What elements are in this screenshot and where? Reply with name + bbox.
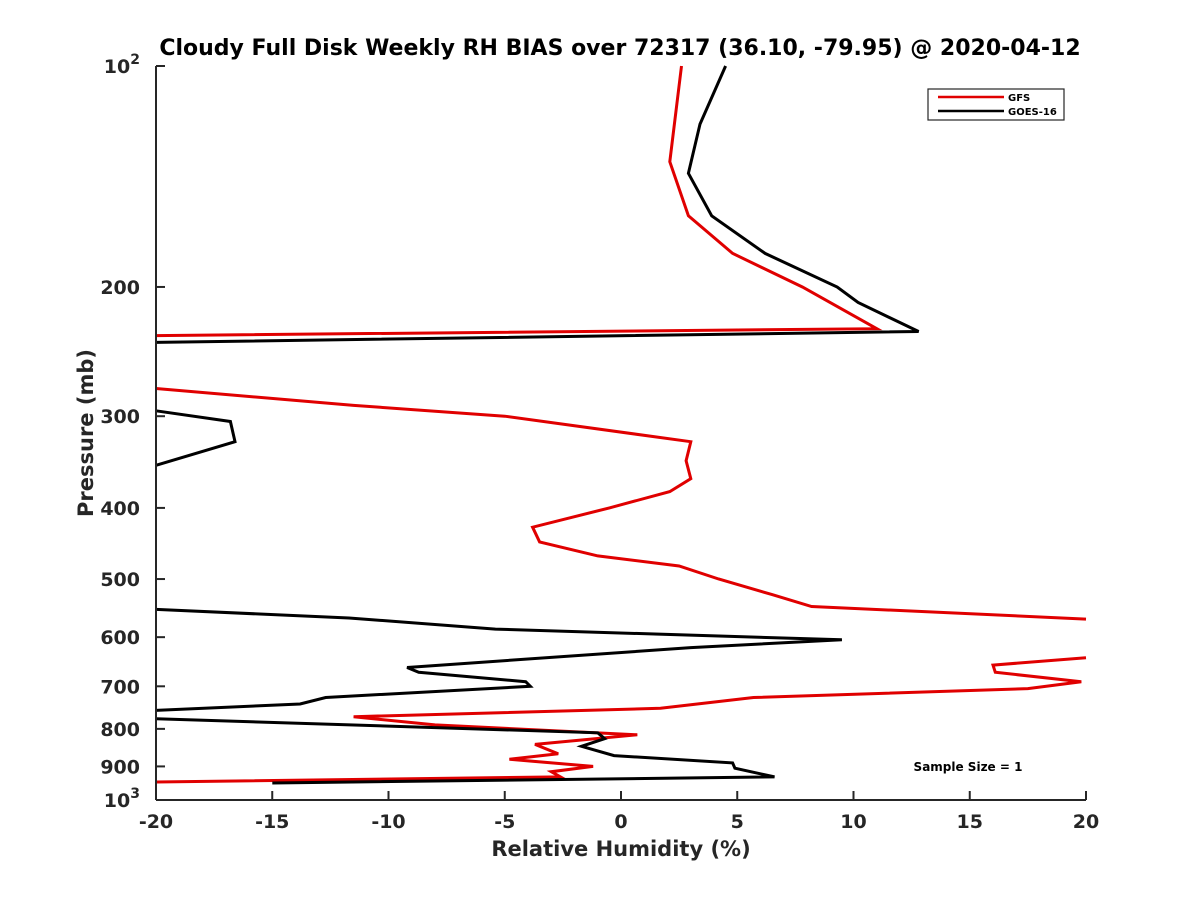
x-ticks: -20 -15 -10 -5 0 5 10 15 20: [139, 791, 1099, 833]
series-line-gfs-segment-1: [155, 65, 883, 338]
chart-title: Cloudy Full Disk Weekly RH BIAS over 723…: [159, 36, 1080, 61]
x-tick-label: -5: [494, 811, 515, 833]
sample-size-annotation: Sample Size = 1: [914, 760, 1023, 774]
x-tick-label: 0: [614, 811, 627, 833]
y-tick-label: 900: [100, 756, 140, 778]
x-tick-label: 20: [1073, 811, 1099, 833]
y-tick-label: 600: [100, 627, 140, 649]
x-axis-label: Relative Humidity (%): [491, 837, 750, 861]
x-tick-label: -20: [139, 811, 173, 833]
y-tick-label: 800: [100, 719, 140, 741]
y-tick-label: 300: [100, 406, 140, 428]
series-line-goes-16-segment-4: [155, 717, 775, 785]
series-line-gfs-segment-2: [155, 387, 1087, 621]
x-tick-label: 15: [957, 811, 983, 833]
y-tick-label: 700: [100, 676, 140, 698]
x-tick-label: 10: [840, 811, 866, 833]
y-tick-label: 200: [100, 277, 140, 299]
series-line-goes-16-segment-1: [155, 65, 920, 344]
series-line-gfs-segment-3: [155, 656, 1087, 784]
series-line-goes-16-segment-2: [155, 409, 237, 467]
legend-box: [927, 88, 1065, 121]
x-tick-label: -10: [371, 811, 405, 833]
series-layer: [155, 65, 1087, 785]
y-tick-label: 500: [100, 569, 140, 591]
x-tick-label: 5: [731, 811, 744, 833]
series-line-goes-16-segment-3: [155, 607, 842, 712]
legend: GFS GOES-16: [927, 88, 1065, 121]
legend-label-goes16: GOES-16: [1008, 107, 1057, 118]
y-axis-label: Pressure (mb): [74, 349, 98, 517]
y-tick-label: 400: [100, 498, 140, 520]
x-tick-label: -15: [255, 811, 289, 833]
legend-label-gfs: GFS: [1008, 93, 1030, 104]
